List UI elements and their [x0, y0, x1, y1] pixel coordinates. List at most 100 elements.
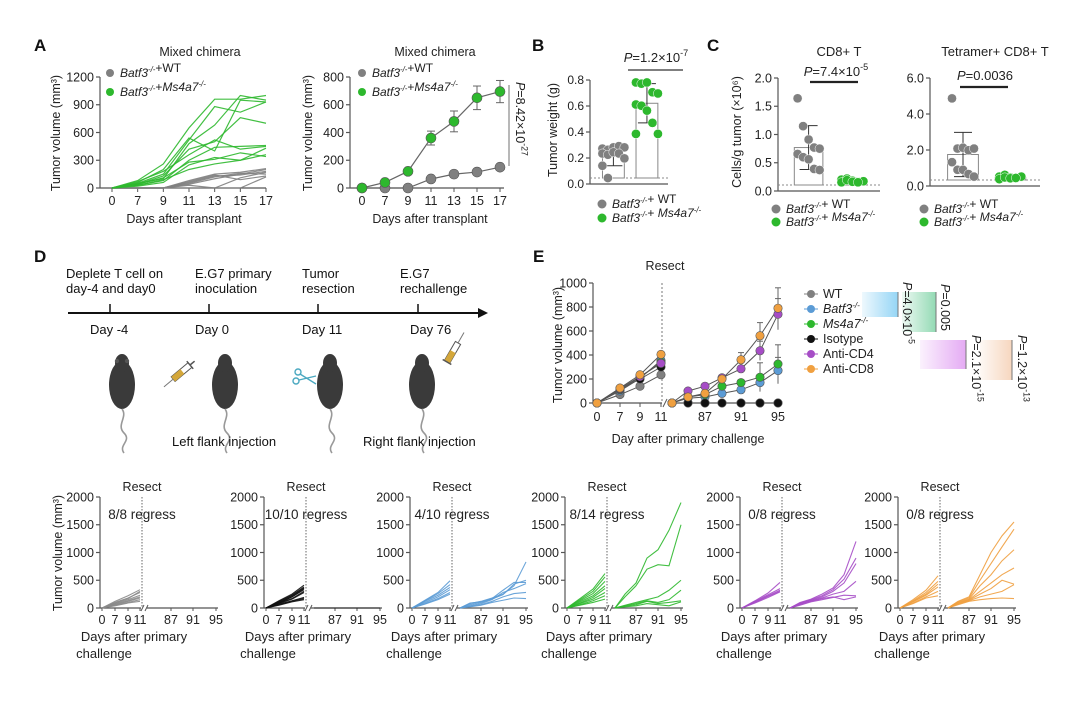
- axis-break: [662, 398, 668, 408]
- legend-marker: [771, 204, 781, 214]
- series-line: [101, 596, 141, 609]
- data-point: [603, 173, 613, 183]
- y-tick-label: 1000: [230, 546, 258, 560]
- x-tick-label: 9: [637, 410, 644, 424]
- data-point: [653, 129, 663, 139]
- y-tick-label: 1500: [66, 518, 94, 532]
- syringe-icon: [442, 332, 465, 366]
- series-line: [614, 524, 682, 609]
- x-tick-label: 95: [674, 613, 688, 627]
- data-point: [425, 132, 437, 144]
- data-point: [592, 398, 602, 408]
- event-label-deplete: Deplete T cell on day-4 and day0: [66, 266, 164, 296]
- x-tick-label: 87: [804, 613, 818, 627]
- data-point: [814, 165, 825, 175]
- series-line: [265, 591, 305, 609]
- mouse-icon: [109, 354, 135, 454]
- p-bracket-fill: [980, 340, 1012, 380]
- y-tick-label: 2000: [376, 490, 404, 504]
- y-tick-label: 0: [87, 601, 94, 615]
- data-point: [631, 129, 641, 139]
- y-axis-title: Tumor weight (g): [546, 83, 560, 177]
- y-tick-label: 2000: [864, 490, 892, 504]
- y-tick-label: 300: [73, 154, 94, 168]
- x-tick-label: 7: [112, 613, 119, 627]
- y-tick-label: 1000: [864, 546, 892, 560]
- x-tick-label: 7: [382, 194, 389, 208]
- series-line: [614, 601, 682, 609]
- chart-c1: CD8+ T 0.0 0.5 1.0 1.5 2.0 Cells/g tumor (×10⁶…: [730, 44, 880, 229]
- x-tick-label: 91: [734, 410, 748, 424]
- data-point: [425, 173, 437, 185]
- mouse-icon: [212, 354, 238, 454]
- axis-break: [942, 604, 947, 612]
- data-point: [947, 157, 957, 167]
- legend-label: Anti-CD4: [823, 347, 874, 361]
- data-point: [615, 383, 625, 393]
- series-line: [596, 374, 662, 404]
- x-tick-label: 0: [739, 613, 746, 627]
- x-tick-label: 7: [422, 613, 429, 627]
- x-tick-label: 95: [209, 613, 223, 627]
- mouse-icon: [317, 354, 343, 454]
- y-tick-label: 500: [713, 574, 734, 588]
- y-tick-label: 600: [323, 98, 344, 112]
- legend-label: Batf3-/-+WT: [120, 61, 182, 80]
- legend-marker: [919, 204, 929, 214]
- series-line: [111, 94, 267, 189]
- y-tick-label: 0.0: [567, 177, 584, 191]
- y-tick-label: 1500: [706, 518, 734, 532]
- data-point: [853, 177, 863, 188]
- x-tick-label: 7: [276, 613, 283, 627]
- regress-label: 4/10 regress: [414, 507, 489, 522]
- p-value-label: P=4.0×10-5: [900, 282, 917, 344]
- legend-label: Anti-CD8: [823, 362, 874, 376]
- x-tick-label: 87: [328, 613, 342, 627]
- legend-label: WT: [823, 287, 843, 301]
- y-tick-label: 0.6: [567, 99, 584, 113]
- x-tick-label: 0: [109, 194, 116, 208]
- data-point: [656, 358, 666, 368]
- x-tick-label: 9: [289, 613, 296, 627]
- x-axis-title: Day after primary challenge: [612, 432, 765, 446]
- series-line: [459, 581, 526, 609]
- y-tick-label: 400: [566, 348, 587, 362]
- y-tick-label: 0: [397, 601, 404, 615]
- p-bracket-fill: [862, 292, 898, 317]
- x-axis-title: Days after primary: [721, 629, 828, 644]
- axis-break: [780, 604, 785, 612]
- chart-c2: Tetramer+ CD8+ T 0.0 2.0 4.0 6.0 P=0.0036 Batf…: [907, 44, 1049, 229]
- axis-break: [938, 604, 943, 612]
- x-tick-label: 11: [655, 410, 668, 424]
- x-tick-label: 11: [444, 613, 457, 627]
- data-point: [647, 118, 658, 128]
- y-tick-label: 1200: [66, 70, 94, 84]
- legend-marker: [771, 217, 781, 227]
- legend-marker: [358, 88, 366, 96]
- legend-label: Batf3-/-+ WT: [934, 197, 999, 216]
- right-flank-note: Right flank injection: [363, 434, 476, 449]
- data-point: [402, 182, 414, 194]
- data-point: [1010, 173, 1021, 183]
- x-tick-label: 9: [405, 194, 412, 208]
- y-tick-label: 0: [87, 181, 94, 195]
- y-tick-label: 600: [566, 324, 587, 338]
- y-tick-label: 1500: [864, 518, 892, 532]
- axis-break: [609, 604, 614, 612]
- event-label-rechallenge: E.G7 rechallenge: [400, 266, 468, 296]
- x-axis-title: Days after transplant: [126, 212, 242, 226]
- y-tick-label: 800: [323, 70, 344, 84]
- chart-a2: Mixed chimera 0 200 400 600 800 0 7 9 11 13 15 17 Day…: [301, 45, 530, 226]
- regress-label: 8/14 regress: [569, 507, 644, 522]
- panel-label-a: A: [34, 36, 47, 55]
- axis-break: [308, 604, 313, 612]
- y-tick-label: 500: [237, 574, 258, 588]
- data-point: [700, 398, 710, 408]
- x-axis-title: challenge: [76, 646, 132, 661]
- resect-label: Resect: [588, 480, 627, 494]
- y-tick-label: 800: [566, 300, 587, 314]
